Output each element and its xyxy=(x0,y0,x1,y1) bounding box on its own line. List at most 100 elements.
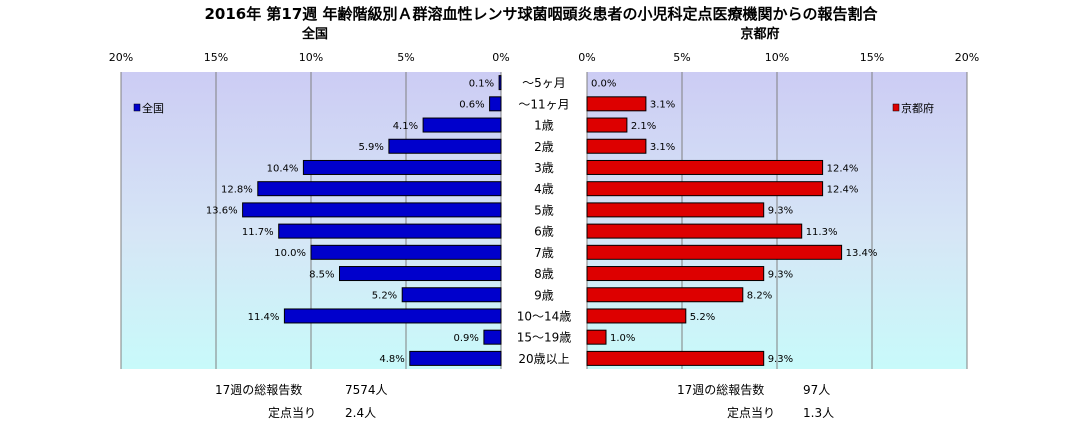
footer-kyoto: 17週の総報告数 97人 定点当り 1.3人 xyxy=(677,382,834,420)
data-label: 0.9% xyxy=(453,333,478,344)
bar xyxy=(586,287,744,303)
footer-per-label-kyoto: 定点当り xyxy=(727,405,775,420)
tick-label: 0% xyxy=(492,51,509,64)
category-label: 10～14歳 xyxy=(517,309,572,323)
footer-total-value-kyoto: 97人 xyxy=(803,383,830,397)
tick-labels-national: 0% 5% 10% 15% 20% xyxy=(109,51,510,64)
bar xyxy=(278,223,502,239)
tick-label: 15% xyxy=(860,51,884,64)
bar xyxy=(257,181,502,197)
bar xyxy=(586,244,843,260)
bar xyxy=(283,308,502,324)
bar xyxy=(586,159,824,175)
category-label: 3歳 xyxy=(534,161,554,175)
data-label: 11.3% xyxy=(806,227,838,238)
category-label: ～11ヶ月 xyxy=(518,97,569,111)
tick-label: 0% xyxy=(578,51,595,64)
category-label: ～5ヶ月 xyxy=(522,76,566,90)
tick-label: 20% xyxy=(955,51,979,64)
category-label: 7歳 xyxy=(534,246,554,260)
chart-title: 2016年 第17週 年齢階級別Ａ群溶血性レンサ球菌咽頭炎患者の小児科定点医療機… xyxy=(204,5,878,23)
bar xyxy=(586,223,803,239)
data-label: 3.1% xyxy=(650,100,675,111)
data-label: 12.4% xyxy=(827,163,859,174)
data-label: 10.0% xyxy=(274,248,306,259)
tick-label: 10% xyxy=(299,51,323,64)
data-label: 9.3% xyxy=(768,269,793,280)
footer-total-value-national: 7574人 xyxy=(345,383,388,397)
bar xyxy=(409,350,502,366)
bars-kyoto: 0.0% 3.1% 2.1% 3.1% 12.4% 12.4% 9.3% 11.3% 13.4%… xyxy=(586,78,878,366)
bar xyxy=(586,329,607,345)
subtitle-national: 全国 xyxy=(301,26,328,42)
bar xyxy=(586,308,687,324)
tick-label: 10% xyxy=(765,51,789,64)
tick-label: 5% xyxy=(397,51,414,64)
subtitle-kyoto: 京都府 xyxy=(740,26,779,42)
footer-total-label-national: 17週の総報告数 xyxy=(215,382,302,397)
legend-label-kyoto: 京都府 xyxy=(901,101,934,115)
category-labels: ～5ヶ月 ～11ヶ月 1歳 2歳 3歳 4歳 5歳 6歳 7歳 8歳 9歳 10～14歳 15～19歳 2… xyxy=(517,76,572,366)
category-label: 8歳 xyxy=(534,267,554,281)
bar xyxy=(302,159,502,175)
category-label: 15～19歳 xyxy=(517,331,572,345)
legend-kyoto: 京都府 xyxy=(892,101,934,115)
legend-national: 全国 xyxy=(133,101,164,115)
bar xyxy=(586,138,647,154)
bar xyxy=(489,96,502,112)
data-label: 13.4% xyxy=(846,248,878,259)
data-label: 10.4% xyxy=(267,163,299,174)
tick-label: 20% xyxy=(109,51,133,64)
category-label: 9歳 xyxy=(534,288,554,302)
tick-label: 5% xyxy=(673,51,690,64)
category-label: 6歳 xyxy=(534,225,554,239)
legend-label-national: 全国 xyxy=(142,101,164,115)
category-label: 5歳 xyxy=(534,203,554,217)
data-label: 1.0% xyxy=(610,333,635,344)
bar xyxy=(388,138,502,154)
data-label: 0.0% xyxy=(591,78,616,89)
data-label: 12.8% xyxy=(221,184,253,195)
category-label: 20歳以上 xyxy=(518,352,569,366)
bars-national: 0.1% 0.6% 4.1% 5.9% 10.4% 12.8% 13.6% 11.7%10.0… xyxy=(206,75,502,366)
data-label: 12.4% xyxy=(827,184,859,195)
data-label: 5.2% xyxy=(372,291,397,302)
data-label: 11.4% xyxy=(248,312,280,323)
bar xyxy=(586,350,765,366)
bar xyxy=(586,96,647,112)
data-label: 5.9% xyxy=(358,142,383,153)
footer-per-label-national: 定点当り xyxy=(268,405,316,420)
category-label: 2歳 xyxy=(534,140,554,154)
data-label: 11.7% xyxy=(242,227,274,238)
category-label: 1歳 xyxy=(534,119,554,133)
bar xyxy=(422,117,502,133)
tick-labels-kyoto: 0% 5% 10% 15% 20% xyxy=(578,51,979,64)
data-label: 0.6% xyxy=(459,100,484,111)
data-label: 13.6% xyxy=(206,206,238,217)
bar xyxy=(339,266,502,282)
bar xyxy=(586,117,628,133)
footer-per-value-kyoto: 1.3人 xyxy=(803,406,834,420)
bar xyxy=(586,202,765,218)
tick-label: 15% xyxy=(204,51,228,64)
legend-swatch-national xyxy=(133,103,141,112)
bar xyxy=(586,181,824,197)
data-label: 3.1% xyxy=(650,142,675,153)
footer-per-value-national: 2.4人 xyxy=(345,406,376,420)
data-label: 2.1% xyxy=(631,121,656,132)
data-label: 0.1% xyxy=(469,78,494,89)
bar xyxy=(310,244,502,260)
bar xyxy=(586,266,765,282)
data-label: 4.1% xyxy=(393,121,418,132)
data-label: 8.2% xyxy=(747,291,772,302)
footer-total-label-kyoto: 17週の総報告数 xyxy=(677,382,764,397)
data-label: 5.2% xyxy=(690,312,715,323)
footer-national: 17週の総報告数 7574人 定点当り 2.4人 xyxy=(215,382,388,420)
data-label: 9.3% xyxy=(768,206,793,217)
data-label: 9.3% xyxy=(768,354,793,365)
legend-swatch-kyoto xyxy=(892,103,900,112)
bar xyxy=(498,75,502,91)
category-label: 4歳 xyxy=(534,182,554,196)
bar xyxy=(242,202,502,218)
